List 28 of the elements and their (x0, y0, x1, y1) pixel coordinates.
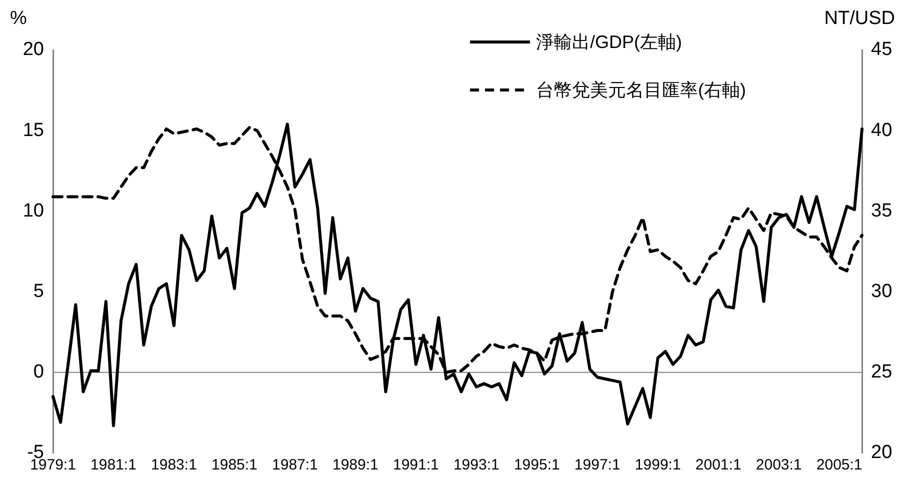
y2-axis-title: NT/USD (824, 8, 895, 30)
x-tick-label: 2001:1 (695, 456, 742, 474)
x-tick-label: 1989:1 (332, 456, 378, 474)
y2-tick-label: 35 (871, 200, 892, 222)
y-tick-label: 10 (22, 200, 44, 222)
x-tick-label: 1995:1 (514, 456, 560, 474)
x-tick-label: 1981:1 (90, 456, 136, 474)
y-tick-label: 15 (22, 120, 44, 141)
y-tick-label: 20 (22, 39, 44, 60)
y2-tick-label: 30 (871, 281, 892, 302)
y2-tick-label: 40 (871, 120, 892, 141)
legend-label: 淨輸出/GDP(左軸) (536, 31, 682, 54)
x-tick-label: 1997:1 (574, 456, 620, 474)
y-tick-label: 5 (33, 281, 44, 302)
x-tick-label: 2005:1 (816, 456, 862, 474)
y-axis-title: % (10, 8, 27, 30)
x-tick-label: 1983:1 (151, 456, 197, 474)
y2-tick-label: 20 (871, 442, 892, 464)
y2-tick-label: 25 (871, 362, 892, 383)
y-tick-label: 0 (33, 362, 44, 383)
legend-label: 台幣兌美元名目匯率(右軸) (536, 79, 746, 102)
x-tick-label: 1993:1 (453, 456, 500, 474)
y2-tick-label: 45 (871, 39, 892, 60)
x-tick-label: 1987:1 (272, 456, 318, 474)
x-tick-label: 1999:1 (634, 456, 681, 474)
x-tick-label: 2003:1 (756, 456, 802, 474)
x-tick-label: 1991:1 (392, 456, 439, 474)
x-tick-label: 1985:1 (212, 456, 258, 474)
